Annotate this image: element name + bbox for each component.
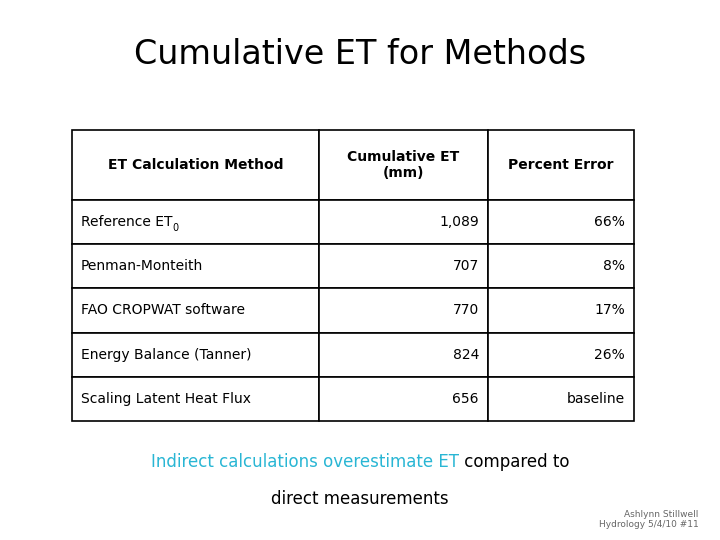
Text: Percent Error: Percent Error [508, 158, 613, 172]
Text: 824: 824 [453, 348, 479, 362]
Text: Reference ET: Reference ET [81, 215, 172, 229]
Bar [319, 377, 487, 421]
Text: 1,089: 1,089 [439, 215, 479, 229]
Text: direct measurements: direct measurements [271, 490, 449, 509]
Text: 770: 770 [453, 303, 479, 318]
Text: Penman-Monteith: Penman-Monteith [81, 259, 203, 273]
Bar [319, 200, 487, 244]
Text: 66%: 66% [594, 215, 625, 229]
Bar [72, 333, 319, 377]
Text: 656: 656 [452, 392, 479, 406]
Text: Scaling Latent Heat Flux: Scaling Latent Heat Flux [81, 392, 251, 406]
Bar [72, 377, 319, 421]
Text: Energy Balance (Tanner): Energy Balance (Tanner) [81, 348, 251, 362]
Text: FAO CROPWAT software: FAO CROPWAT software [81, 303, 245, 318]
Bar [487, 377, 634, 421]
Bar [487, 333, 634, 377]
Text: baseline: baseline [567, 392, 625, 406]
Bar [72, 288, 319, 333]
Bar [487, 130, 634, 200]
Bar [319, 333, 487, 377]
Text: Ashlynn Stillwell
Hydrology 5/4/10 #11: Ashlynn Stillwell Hydrology 5/4/10 #11 [598, 510, 698, 529]
Bar [487, 288, 634, 333]
Text: Cumulative ET for Methods: Cumulative ET for Methods [134, 38, 586, 71]
Text: ET Calculation Method: ET Calculation Method [108, 158, 283, 172]
Text: 8%: 8% [603, 259, 625, 273]
Text: Cumulative ET
(mm): Cumulative ET (mm) [347, 150, 459, 180]
Bar [72, 244, 319, 288]
Bar [72, 200, 319, 244]
Text: 0: 0 [172, 224, 179, 233]
Bar [487, 200, 634, 244]
Text: 707: 707 [453, 259, 479, 273]
Bar [319, 288, 487, 333]
Text: 26%: 26% [594, 348, 625, 362]
Bar [72, 130, 319, 200]
Bar [319, 244, 487, 288]
Bar [319, 130, 487, 200]
Bar [487, 244, 634, 288]
Text: Indirect calculations overestimate ET: Indirect calculations overestimate ET [150, 453, 459, 471]
Text: compared to: compared to [459, 453, 570, 471]
Text: 17%: 17% [594, 303, 625, 318]
